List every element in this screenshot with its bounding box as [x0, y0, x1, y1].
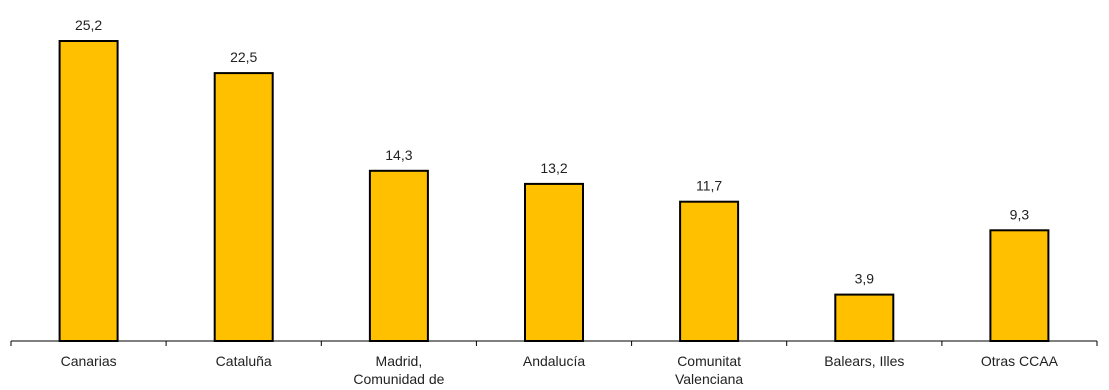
value-label-4: 11,7 — [696, 178, 722, 194]
value-label-0: 25,2 — [75, 17, 102, 33]
category-label-3: Andalucía — [523, 353, 585, 369]
bar-3 — [524, 182, 584, 342]
bars-group — [58, 40, 1050, 343]
x-axis — [10, 340, 1098, 346]
bar-2 — [368, 169, 429, 342]
value-label-3: 13,2 — [540, 160, 567, 176]
value-label-2: 14,3 — [385, 147, 412, 163]
bar-0 — [58, 40, 119, 342]
bar-6 — [989, 229, 1050, 342]
category-label-2: Madrid, Comunidad de — [353, 353, 444, 387]
bar-1 — [213, 72, 274, 342]
value-label-5: 3,9 — [855, 271, 875, 287]
value-label-6: 9,3 — [1010, 206, 1030, 222]
value-label-1: 22,5 — [230, 49, 257, 65]
category-label-6: Otras CCAA — [981, 353, 1059, 369]
category-label-0: Canarias — [61, 353, 117, 369]
category-label-5: Balears, Illes — [824, 353, 904, 369]
bar-5 — [834, 293, 895, 343]
labels-group: 25,2 22,5 14,3 13,2 11,7 3,9 9,3 Canarias Catalu… — [61, 17, 1059, 387]
category-label-1: Cataluña — [216, 353, 272, 369]
category-label-4: Comunitat Valenciana — [675, 353, 743, 387]
bar-4 — [679, 200, 740, 342]
